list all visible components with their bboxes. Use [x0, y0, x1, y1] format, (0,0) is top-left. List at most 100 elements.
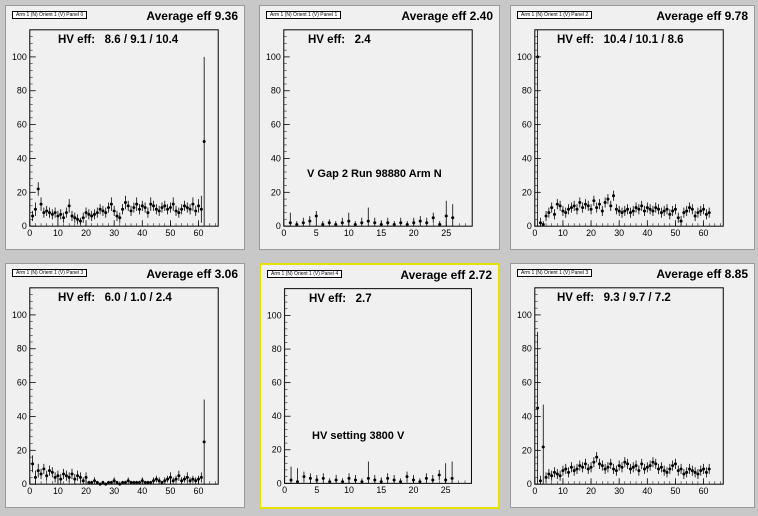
marker [690, 207, 694, 211]
marker [696, 211, 700, 215]
marker [157, 209, 161, 213]
marker [42, 467, 46, 471]
marker [160, 480, 164, 484]
data-point [688, 463, 691, 475]
data-point [118, 482, 122, 486]
data-point [536, 29, 540, 227]
data-point [90, 210, 94, 222]
marker [550, 474, 554, 478]
data-point [662, 465, 666, 476]
marker [334, 222, 338, 226]
marker [132, 206, 136, 210]
data-point [558, 470, 562, 481]
data-point [581, 202, 585, 213]
data-point [36, 463, 40, 478]
x-tick-label: 20 [81, 486, 91, 496]
marker [112, 209, 116, 213]
marker [50, 470, 54, 474]
data-point [59, 209, 63, 220]
data-point [654, 458, 658, 469]
marker [197, 204, 201, 208]
data-point [679, 463, 683, 475]
x-tick-label: 20 [409, 485, 419, 495]
data-point [73, 212, 77, 223]
marker [620, 211, 624, 215]
data-point [95, 480, 99, 485]
marker [107, 480, 111, 484]
marker [704, 470, 708, 474]
marker [76, 474, 80, 478]
marker [202, 440, 206, 444]
marker [95, 211, 99, 215]
data-point [696, 468, 700, 480]
chart-pad-4[interactable]: 0 20 40 60 80 100 0 5 10 15 20 25 Arm 1 (N) Orient 1… [259, 263, 500, 509]
data-point [81, 212, 85, 223]
x-tick-label: 40 [642, 228, 652, 238]
marker [366, 219, 370, 223]
marker [84, 475, 88, 479]
data-point [126, 477, 130, 485]
chart-pad-1[interactable]: 0 20 40 60 80 100 0 5 10 15 20 25 Arm 1 (N) Orient 1… [259, 5, 500, 250]
hv-efficiency: HV eff: 10.4 / 10.1 / 8.6 [557, 34, 684, 46]
data-point [662, 205, 666, 217]
marker [541, 445, 545, 449]
data-point [90, 480, 94, 485]
marker [578, 200, 582, 204]
chart-pad-5[interactable]: 0 20 40 60 80 100 0 10 20 30 40 50 60 Arm 1 (N) Orien… [510, 263, 755, 508]
x-tick-label: 60 [699, 486, 709, 496]
x-tick-label: 10 [53, 228, 63, 238]
data-point [693, 210, 697, 222]
data-point [626, 458, 630, 469]
data-point [334, 221, 338, 227]
chart-pad-0[interactable]: 0 20 40 60 80 100 0 10 20 30 40 50 60 Arm 1 (N) Orien… [5, 5, 245, 250]
hv-efficiency: HV eff: 2.4 [308, 34, 371, 46]
data-point [541, 404, 545, 485]
chart-pad-3[interactable]: 0 20 40 60 80 100 0 10 20 30 40 50 60 Arm 1 (N) Orien… [5, 263, 245, 508]
marker [405, 222, 409, 226]
marker [451, 216, 455, 220]
x-tick-label: 10 [558, 228, 568, 238]
y-tick-label: 20 [17, 445, 27, 455]
marker [418, 219, 422, 223]
data-point [586, 463, 590, 475]
data-point [425, 217, 429, 227]
marker [693, 470, 697, 474]
data-point [592, 457, 596, 468]
data-point [123, 195, 127, 210]
marker [87, 480, 91, 484]
data-point [614, 465, 618, 476]
y-tick-label: 0 [277, 478, 282, 488]
data-point [188, 204, 192, 215]
marker [33, 475, 37, 479]
marker [33, 207, 37, 211]
data-point [654, 202, 658, 213]
marker [634, 464, 638, 468]
data-point [177, 207, 181, 218]
marker [581, 206, 585, 210]
marker [149, 480, 153, 484]
data-point [334, 474, 338, 484]
data-point [166, 204, 170, 215]
data-point [121, 480, 125, 485]
x-tick-label: 5 [314, 228, 319, 238]
marker [558, 204, 562, 208]
marker [327, 221, 331, 225]
marker [64, 474, 68, 478]
marker [575, 467, 579, 471]
plot-svg: 0 20 40 60 80 100 0 10 20 30 40 50 60 [12, 287, 219, 496]
data-point [168, 202, 172, 213]
marker [614, 469, 618, 473]
data-point [123, 480, 127, 485]
marker [360, 480, 364, 484]
data-point [589, 462, 593, 473]
data-point [679, 216, 683, 227]
data-point [444, 463, 448, 484]
data-point [308, 216, 312, 227]
marker [45, 209, 49, 213]
marker [620, 465, 624, 469]
data-point [76, 470, 80, 481]
chart-pad-2[interactable]: 0 20 40 60 80 100 0 10 20 30 40 50 60 Arm 1 (N) Orien… [510, 5, 755, 250]
data-point [62, 212, 66, 223]
marker [180, 207, 184, 211]
marker [612, 194, 616, 198]
